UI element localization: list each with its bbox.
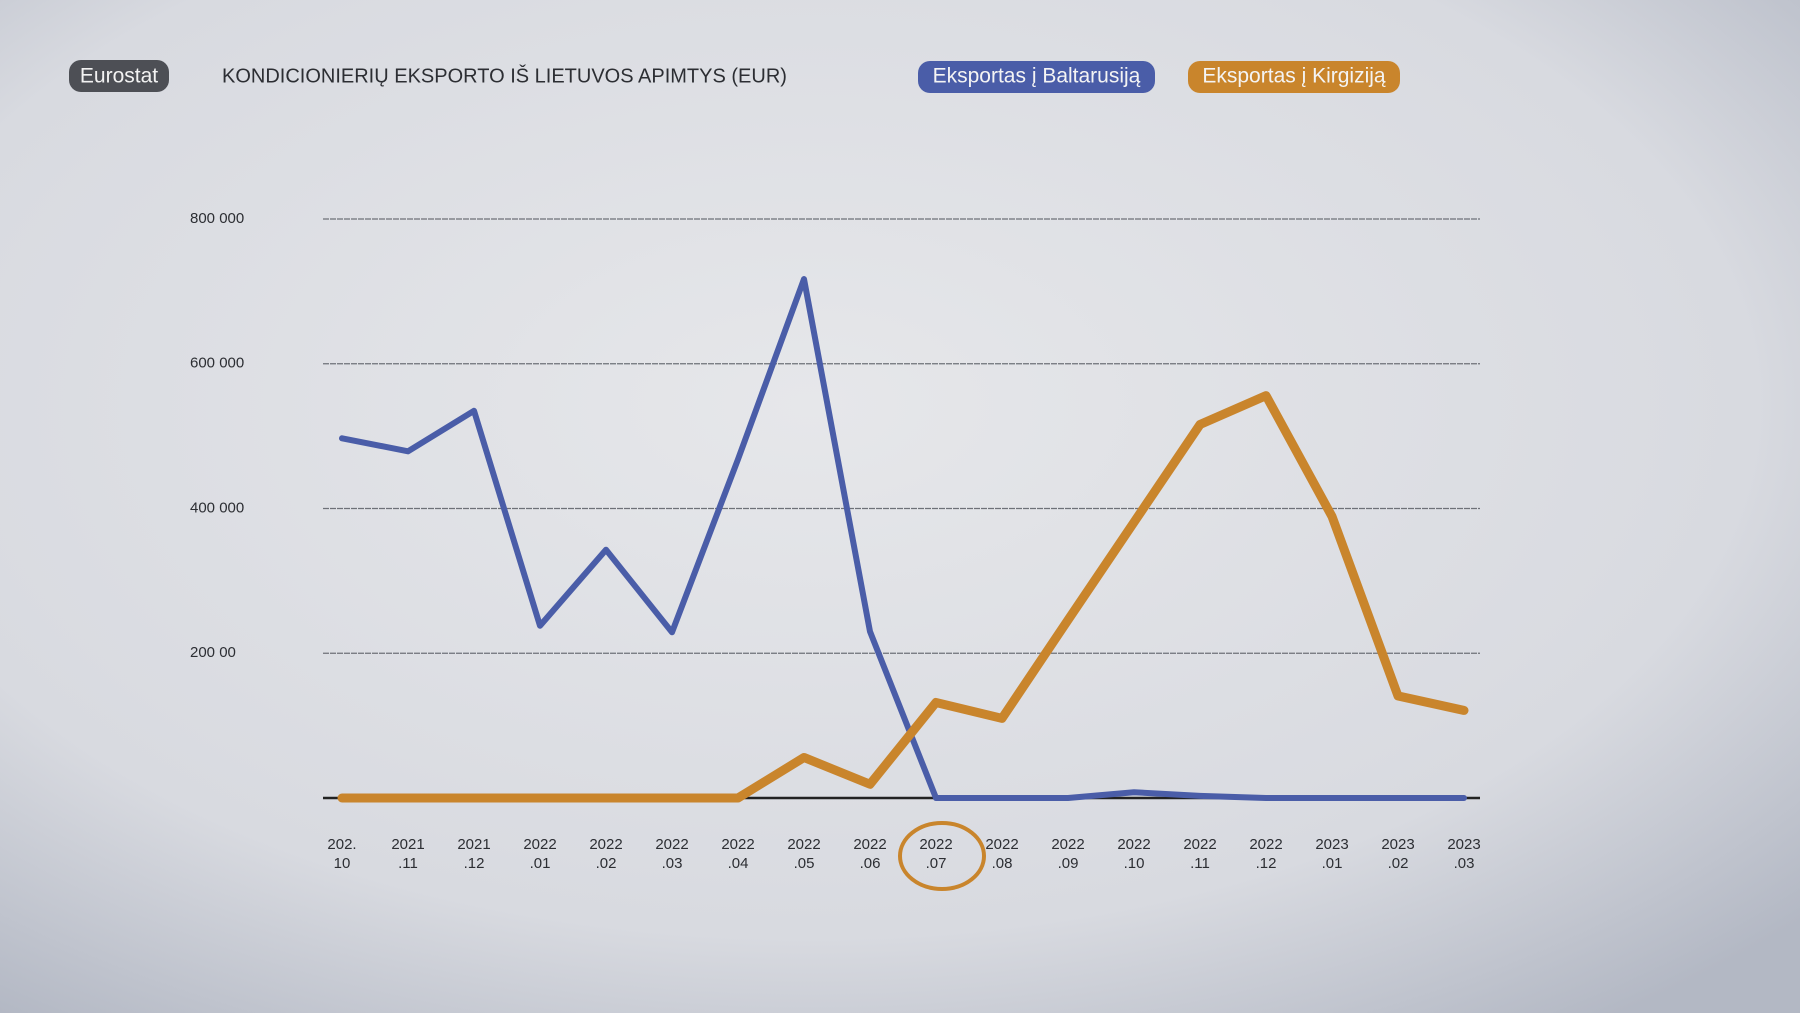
x-tick-label: 10	[334, 855, 351, 872]
source: Eurostat	[80, 65, 158, 88]
x-tick-label: 2022	[1249, 836, 1282, 853]
x-tick-label: .03	[662, 855, 683, 872]
y-tick-label: 400 000	[190, 499, 244, 516]
x-tick-label: 2022	[1051, 836, 1084, 853]
x-tick-label: .07	[926, 855, 947, 872]
x-tick-label: 2021	[457, 836, 490, 853]
annotation-circle	[898, 821, 986, 891]
x-tick-label: 2022	[721, 836, 754, 853]
x-tick-label: 2022	[1183, 836, 1216, 853]
x-tick-label: 2021	[391, 836, 424, 853]
x-tick-label: 2022	[787, 836, 820, 853]
x-tick-label: .05	[794, 855, 815, 872]
x-tick-label: 2022	[655, 836, 688, 853]
x-tick-label: 2022	[523, 836, 556, 853]
x-tick-label: 2023	[1381, 836, 1414, 853]
x-tick-label: .01	[530, 855, 551, 872]
x-tick-label: .11	[1190, 855, 1210, 872]
x-tick-label: .01	[1322, 855, 1343, 872]
legend-label: Eksportas į Baltarusiją	[933, 65, 1141, 88]
x-tick-label: .12	[464, 855, 485, 872]
y-tick-label: 200 00	[190, 644, 236, 661]
x-tick-label: 2023	[1315, 836, 1348, 853]
legend-badge	[918, 61, 1155, 93]
x-tick-label: .10	[1124, 855, 1145, 872]
chart-title: KONDICIONIERIŲ EKSPORTO IŠ LIETUVOS APIM…	[222, 64, 787, 87]
y-tick-label: 600 000	[190, 355, 244, 372]
legend-label: Eksportas į Kirgiziją	[1202, 65, 1386, 88]
x-tick-label: .03	[1454, 855, 1475, 872]
series-line	[339, 276, 1467, 801]
x-tick-label: .02	[596, 855, 617, 872]
x-tick-label: .04	[728, 855, 749, 872]
x-tick-label: .12	[1256, 855, 1277, 872]
series-line	[337, 391, 1469, 803]
x-tick-label: 2022	[985, 836, 1018, 853]
x-tick-label: .02	[1388, 855, 1409, 872]
x-tick-label: .11	[398, 855, 418, 872]
x-tick-label: .06	[860, 855, 881, 872]
x-tick-label: 202.	[327, 836, 356, 853]
x-tick-label: 2022	[1117, 836, 1150, 853]
x-tick-label: 2023	[1447, 836, 1480, 853]
x-tick-label: 2022	[919, 836, 952, 853]
legend-badge	[1188, 61, 1400, 93]
x-tick-label: .08	[992, 855, 1013, 872]
x-tick-label: .09	[1058, 855, 1079, 872]
x-tick-label: 2022	[589, 836, 622, 853]
x-tick-label: 2022	[853, 836, 886, 853]
source-badge	[69, 60, 169, 92]
y-tick-label: 800 000	[190, 210, 244, 227]
